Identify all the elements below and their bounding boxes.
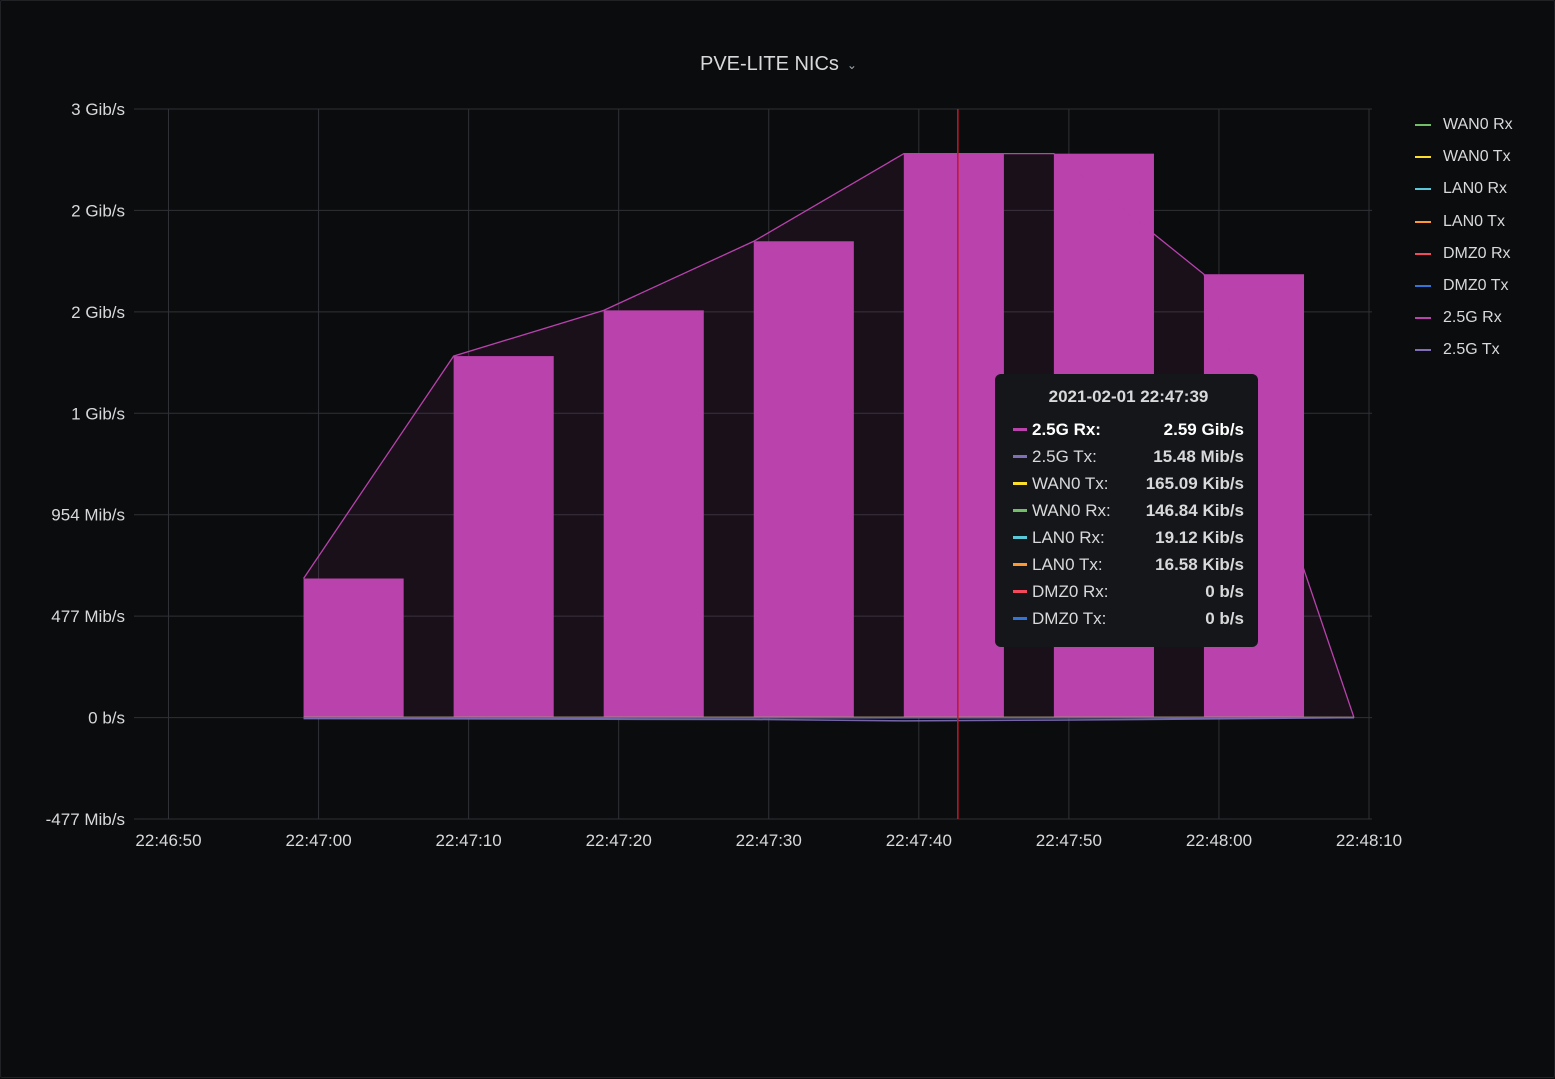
tooltip-series-value: 165.09 Kib/s [1146, 474, 1244, 494]
legend-label: LAN0 Tx [1443, 213, 1505, 231]
tooltip-series-name: LAN0 Tx: [1032, 555, 1155, 575]
tooltip-series-value: 15.48 Mib/s [1153, 447, 1244, 467]
legend-label: DMZ0 Rx [1443, 245, 1511, 263]
legend-item[interactable]: LAN0 Tx [1415, 206, 1545, 238]
y-tick-label: 3 Gib/s [71, 100, 125, 119]
tooltip-series-name: LAN0 Rx: [1032, 528, 1155, 548]
tooltip-series-value: 0 b/s [1205, 609, 1244, 629]
rx-bar [304, 579, 404, 718]
legend-item[interactable]: WAN0 Rx [1415, 109, 1545, 141]
tooltip-swatch [1013, 536, 1027, 539]
legend-swatch [1415, 285, 1431, 287]
tooltip-row: DMZ0 Tx:0 b/s [1013, 605, 1244, 632]
y-tick-label: 2 Gib/s [71, 303, 125, 322]
x-tick-label: 22:47:30 [736, 831, 802, 850]
legend-item[interactable]: DMZ0 Tx [1415, 270, 1545, 302]
tooltip-swatch [1013, 617, 1027, 620]
tooltip-series-value: 19.12 Kib/s [1155, 528, 1244, 548]
tooltip-row: 2.5G Tx:15.48 Mib/s [1013, 443, 1244, 470]
tooltip-time: 2021-02-01 22:47:39 [1013, 386, 1244, 416]
y-tick-label: 477 Mib/s [51, 607, 125, 626]
tooltip-row: WAN0 Rx:146.84 Kib/s [1013, 497, 1244, 524]
y-tick-label: 2 Gib/s [71, 201, 125, 220]
legend-label: WAN0 Tx [1443, 148, 1511, 166]
tooltip-series-name: WAN0 Tx: [1032, 474, 1146, 494]
tooltip-series-name: WAN0 Rx: [1032, 501, 1146, 521]
tooltip-row: DMZ0 Rx:0 b/s [1013, 578, 1244, 605]
rx-bar [454, 356, 554, 717]
legend-label: WAN0 Rx [1443, 116, 1513, 134]
tooltip-series-name: 2.5G Tx: [1032, 447, 1153, 467]
y-tick-label: 1 Gib/s [71, 404, 125, 423]
y-tick-label: -477 Mib/s [46, 810, 125, 829]
y-tick-label: 954 Mib/s [51, 506, 125, 525]
x-tick-label: 22:47:40 [886, 831, 952, 850]
legend-label: 2.5G Rx [1443, 309, 1502, 327]
legend-label: LAN0 Rx [1443, 180, 1507, 198]
tooltip-series-value: 2.59 Gib/s [1164, 420, 1244, 440]
legend-swatch [1415, 349, 1431, 351]
tooltip-series-value: 0 b/s [1205, 582, 1244, 602]
legend-item[interactable]: LAN0 Rx [1415, 173, 1545, 205]
x-tick-label: 22:47:20 [586, 831, 652, 850]
legend-swatch [1415, 124, 1431, 126]
legend-swatch [1415, 317, 1431, 319]
tooltip-swatch [1013, 455, 1027, 458]
x-tick-label: 22:48:00 [1186, 831, 1252, 850]
legend-label: DMZ0 Tx [1443, 277, 1508, 295]
x-tick-label: 22:47:00 [285, 831, 351, 850]
tooltip-series-name: DMZ0 Tx: [1032, 609, 1205, 629]
tooltip-swatch [1013, 482, 1027, 485]
rx-bar [904, 154, 1004, 718]
legend-swatch [1415, 188, 1431, 190]
legend-item[interactable]: DMZ0 Rx [1415, 238, 1545, 270]
rx-bar [604, 310, 704, 717]
tooltip-series-value: 16.58 Kib/s [1155, 555, 1244, 575]
legend-swatch [1415, 221, 1431, 223]
legend-swatch [1415, 253, 1431, 255]
tooltip-row: LAN0 Rx:19.12 Kib/s [1013, 524, 1244, 551]
x-tick-label: 22:46:50 [135, 831, 201, 850]
legend-label: 2.5G Tx [1443, 341, 1500, 359]
x-tick-label: 22:48:10 [1336, 831, 1402, 850]
tooltip-swatch [1013, 428, 1027, 431]
legend-item[interactable]: 2.5G Rx [1415, 302, 1545, 334]
tooltip-swatch [1013, 509, 1027, 512]
y-tick-label: 0 b/s [88, 709, 125, 728]
tooltip-series-value: 146.84 Kib/s [1146, 501, 1244, 521]
legend: WAN0 Rx WAN0 Tx LAN0 Rx LAN0 Tx DMZ0 Rx DMZ0 … [1415, 109, 1545, 367]
tooltip-swatch [1013, 563, 1027, 566]
tooltip-series-name: 2.5G Rx: [1032, 420, 1164, 440]
tooltip-series-name: DMZ0 Rx: [1032, 582, 1205, 602]
tooltip-row: LAN0 Tx:16.58 Kib/s [1013, 551, 1244, 578]
legend-item[interactable]: WAN0 Tx [1415, 141, 1545, 173]
legend-swatch [1415, 156, 1431, 158]
legend-item[interactable]: 2.5G Tx [1415, 334, 1545, 366]
x-tick-label: 22:47:50 [1036, 831, 1102, 850]
tooltip-swatch [1013, 590, 1027, 593]
x-tick-label: 22:47:10 [436, 831, 502, 850]
rx-bar [754, 241, 854, 717]
tooltip-row: 2.5G Rx:2.59 Gib/s [1013, 416, 1244, 443]
tooltip-row: WAN0 Tx:165.09 Kib/s [1013, 470, 1244, 497]
